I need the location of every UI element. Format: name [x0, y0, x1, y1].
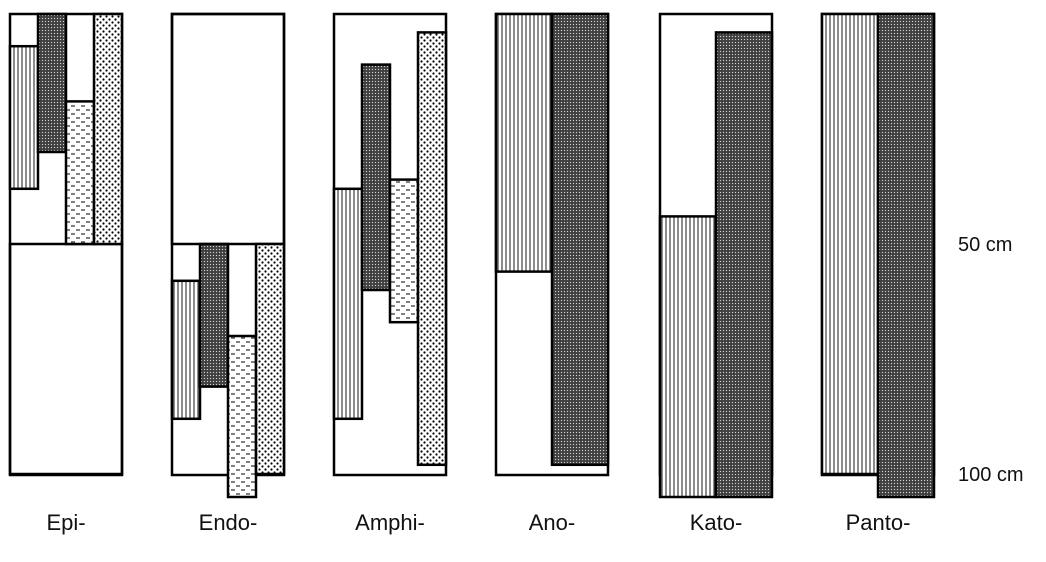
- column-ano: Ano-: [494, 12, 610, 535]
- root-layer-vertical-lines: [8, 44, 40, 191]
- root-layer-vertical-lines: [658, 215, 718, 499]
- root-layer-vertical-lines: [820, 12, 880, 476]
- root-layer-vertical-lines: [170, 279, 202, 421]
- root-layer-vertical-lines: [494, 12, 554, 273]
- root-layer-stipple: [416, 31, 448, 467]
- column-amphi: Amphi-: [332, 12, 448, 535]
- root-layer-stipple: [254, 242, 286, 476]
- column-endo: Endo-: [170, 12, 286, 535]
- depth-label-50: 50 cm: [958, 234, 1012, 256]
- root-layer-dense-dots: [36, 12, 68, 154]
- column-panto: Panto-: [820, 12, 936, 535]
- root-layer-dashes: [388, 178, 420, 324]
- root-layer-dashes: [64, 100, 96, 246]
- root-layer-dense-dots: [550, 12, 610, 467]
- column-label: Endo-: [199, 510, 258, 535]
- root-layer-dense-dots: [714, 31, 774, 499]
- column-kato: Kato-: [658, 12, 774, 535]
- depth-label-100: 100 cm: [958, 464, 1024, 486]
- root-layer-dense-dots: [360, 63, 392, 292]
- root-layer-vertical-lines: [332, 187, 364, 421]
- root-layer-dashes: [226, 334, 258, 499]
- column-label: Ano-: [529, 510, 575, 535]
- column-label: Kato-: [690, 510, 743, 535]
- column-label: Panto-: [846, 510, 911, 535]
- root-layer-dense-dots: [198, 242, 230, 388]
- column-label: Amphi-: [355, 510, 425, 535]
- column-label: Epi-: [46, 510, 85, 535]
- column-epi: Epi-: [8, 12, 124, 535]
- root-layer-stipple: [92, 12, 124, 246]
- root-layer-dense-dots: [876, 12, 936, 499]
